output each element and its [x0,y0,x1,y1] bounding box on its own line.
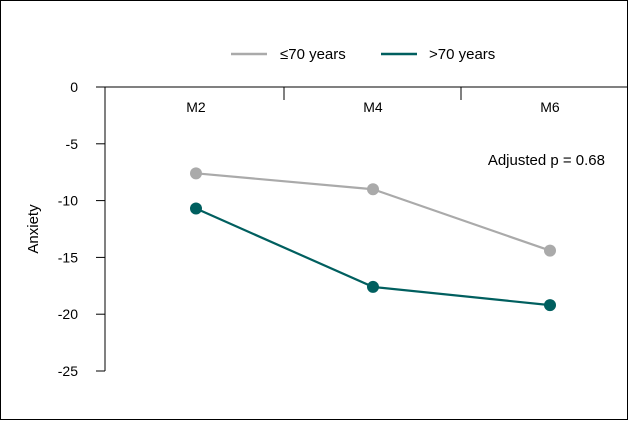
data-point [367,183,379,196]
legend-label-0: ≤70 years [280,46,346,63]
y-axis-label: Anxiety [25,204,42,254]
axes: 0 -5 -10 -15 -20 -25 M2 M4 M6 [58,79,628,379]
legend: ≤70 years >70 years [231,46,495,63]
y-tick-label: -15 [58,249,78,265]
x-tick-label: M2 [186,99,206,115]
y-tick-label: -20 [58,306,78,322]
y-tick-label: -5 [66,136,79,152]
data-point [544,299,556,312]
data-point [190,167,202,180]
series-layer [190,167,556,312]
y-tick-label: -10 [58,193,78,209]
data-point [544,244,556,257]
y-tick-label: -25 [58,363,78,379]
x-tick-label: M6 [540,99,560,115]
x-tick-label: M4 [363,99,383,115]
data-point [190,202,202,215]
y-tick-label: 0 [70,79,78,95]
data-point [367,280,379,293]
annotation-text: Adjusted p = 0.68 [488,152,605,169]
legend-label-1: >70 years [429,46,495,63]
